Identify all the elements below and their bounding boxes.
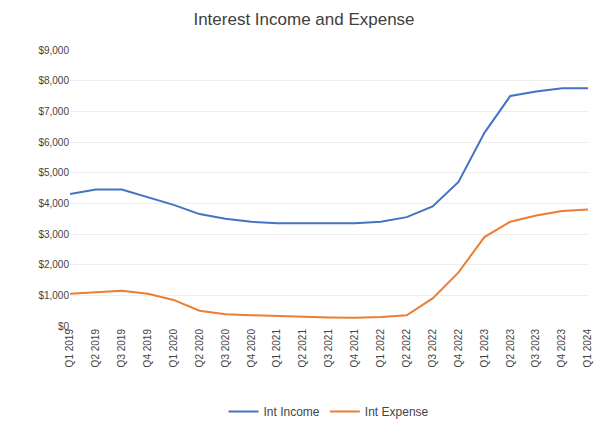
svg-text:Q1 2023: Q1 2023 [479, 329, 490, 368]
svg-text:Q4 2022: Q4 2022 [453, 329, 464, 368]
svg-text:$2,000: $2,000 [38, 259, 69, 270]
svg-text:Q4 2020: Q4 2020 [246, 329, 257, 368]
svg-text:Q4 2021: Q4 2021 [349, 329, 360, 368]
svg-text:$0: $0 [58, 321, 70, 332]
svg-text:Q3 2023: Q3 2023 [530, 329, 541, 368]
svg-text:Q2 2023: Q2 2023 [505, 329, 516, 368]
svg-text:Int Income: Int Income [264, 405, 320, 419]
svg-text:Q1 2021: Q1 2021 [271, 329, 282, 368]
svg-text:Q3 2019: Q3 2019 [116, 329, 127, 368]
svg-text:Q3 2020: Q3 2020 [220, 329, 231, 368]
svg-text:Q1 2020: Q1 2020 [168, 329, 179, 368]
svg-text:Interest Income and Expense: Interest Income and Expense [193, 10, 414, 29]
svg-text:$4,000: $4,000 [38, 198, 69, 209]
svg-text:Q2 2019: Q2 2019 [90, 329, 101, 368]
svg-text:Q2 2021: Q2 2021 [297, 329, 308, 368]
svg-text:Q1 2022: Q1 2022 [375, 329, 386, 368]
svg-text:$6,000: $6,000 [38, 137, 69, 148]
svg-text:Q1 2024: Q1 2024 [582, 329, 593, 368]
svg-text:Q1 2019: Q1 2019 [64, 329, 75, 368]
svg-text:$8,000: $8,000 [38, 75, 69, 86]
svg-text:$1,000: $1,000 [38, 290, 69, 301]
svg-text:Q4 2023: Q4 2023 [556, 329, 567, 368]
svg-text:$7,000: $7,000 [38, 106, 69, 117]
svg-text:$9,000: $9,000 [38, 45, 69, 56]
svg-text:Int Expense: Int Expense [365, 405, 429, 419]
svg-text:Q3 2022: Q3 2022 [427, 329, 438, 368]
svg-text:$3,000: $3,000 [38, 229, 69, 240]
svg-text:Q2 2020: Q2 2020 [194, 329, 205, 368]
svg-text:Q2 2022: Q2 2022 [401, 329, 412, 368]
svg-text:$5,000: $5,000 [38, 167, 69, 178]
svg-text:Q4 2019: Q4 2019 [142, 329, 153, 368]
svg-text:Q3 2021: Q3 2021 [323, 329, 334, 368]
